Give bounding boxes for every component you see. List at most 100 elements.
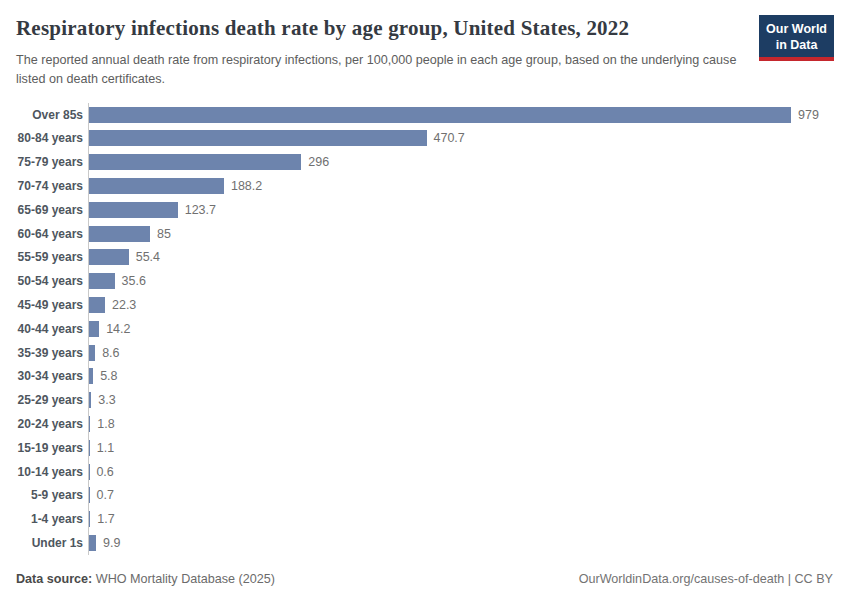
data-source-value: WHO Mortality Database (2025): [96, 572, 275, 586]
bar-area: 123.7: [88, 198, 834, 222]
value-label: 1.7: [97, 512, 114, 526]
bar-row: 35-39 years 8.6: [13, 341, 834, 365]
bar-area: 470.7: [88, 127, 834, 151]
bar-area: 188.2: [88, 174, 834, 198]
value-label: 85: [157, 227, 171, 241]
bar-row: 15-19 years 1.1: [13, 436, 834, 460]
bar-row: 30-34 years 5.8: [13, 365, 834, 389]
bar[interactable]: [89, 130, 427, 146]
bar-row: 50-54 years 35.6: [13, 269, 834, 293]
owid-logo-line1: Our World: [766, 21, 827, 37]
value-label: 3.3: [98, 393, 115, 407]
bar[interactable]: [89, 321, 99, 337]
bar-row: 55-59 years 55.4: [13, 246, 834, 270]
bar-area: 3.3: [88, 388, 834, 412]
bar-row: 70-74 years 188.2: [13, 174, 834, 198]
bar[interactable]: [89, 202, 178, 218]
category-label: 40-44 years: [13, 322, 88, 336]
category-label: 80-84 years: [13, 131, 88, 145]
bar[interactable]: [89, 440, 90, 456]
bar-area: 14.2: [88, 317, 834, 341]
value-label: 35.6: [122, 274, 146, 288]
value-label: 1.1: [97, 441, 114, 455]
bar-area: 5.8: [88, 365, 834, 389]
bar-area: 979: [88, 103, 834, 127]
bar[interactable]: [89, 178, 224, 194]
value-label: 1.8: [97, 417, 114, 431]
bar[interactable]: [89, 226, 150, 242]
category-label: 50-54 years: [13, 274, 88, 288]
bar-area: 0.7: [88, 484, 834, 508]
category-label: 45-49 years: [13, 298, 88, 312]
category-label: 15-19 years: [13, 441, 88, 455]
bar[interactable]: [89, 297, 105, 313]
value-label: 0.7: [97, 488, 114, 502]
value-label: 14.2: [106, 322, 130, 336]
bar[interactable]: [89, 416, 90, 432]
bar[interactable]: [89, 273, 115, 289]
bar[interactable]: [89, 511, 90, 527]
bar-row: 1-4 years 1.7: [13, 507, 834, 531]
value-label: 188.2: [231, 179, 262, 193]
header-text: Respiratory infections death rate by age…: [13, 14, 747, 89]
data-source: Data source: WHO Mortality Database (202…: [16, 572, 275, 586]
category-label: 35-39 years: [13, 346, 88, 360]
value-label: 296: [308, 155, 329, 169]
bar-area: 85: [88, 222, 834, 246]
category-label: 70-74 years: [13, 179, 88, 193]
category-label: 1-4 years: [13, 512, 88, 526]
bar-row: 10-14 years 0.6: [13, 460, 834, 484]
bar-row: 5-9 years 0.7: [13, 484, 834, 508]
bar-row: Over 85s 979: [13, 103, 834, 127]
bar[interactable]: [89, 487, 90, 503]
category-label: Over 85s: [13, 108, 88, 122]
bar-row: 80-84 years 470.7: [13, 127, 834, 151]
bar[interactable]: [89, 535, 96, 551]
bar[interactable]: [89, 154, 301, 170]
owid-logo: Our World in Data: [759, 15, 834, 61]
value-label: 8.6: [102, 346, 119, 360]
category-label: Under 1s: [13, 536, 88, 550]
bar-area: 22.3: [88, 293, 834, 317]
bar-row: 45-49 years 22.3: [13, 293, 834, 317]
category-label: 60-64 years: [13, 227, 88, 241]
category-label: 55-59 years: [13, 250, 88, 264]
category-label: 5-9 years: [13, 488, 88, 502]
value-label: 55.4: [136, 250, 160, 264]
value-label: 123.7: [185, 203, 216, 217]
data-source-label: Data source:: [16, 572, 92, 586]
value-label: 22.3: [112, 298, 136, 312]
bar-chart: Over 85s 979 80-84 years 470.7 75-79 years 29…: [13, 103, 834, 555]
chart-card: Respiratory infections death rate by age…: [0, 0, 850, 600]
chart-title: Respiratory infections death rate by age…: [16, 16, 747, 41]
category-label: 75-79 years: [13, 155, 88, 169]
value-label: 470.7: [434, 131, 465, 145]
bar-row: 25-29 years3.3: [13, 388, 834, 412]
bar[interactable]: [89, 345, 95, 361]
value-label: 0.6: [96, 465, 113, 479]
bar-area: 8.6: [88, 341, 834, 365]
value-label: 5.8: [100, 369, 117, 383]
bar-area: 9.9: [88, 531, 834, 555]
bar-row: Under 1s 9.9: [13, 531, 834, 555]
bar-area: 1.8: [88, 412, 834, 436]
footer: Data source: WHO Mortality Database (202…: [13, 572, 834, 588]
bar[interactable]: [89, 107, 791, 123]
category-label: 65-69 years: [13, 203, 88, 217]
bar-area: 0.6: [88, 460, 834, 484]
owid-logo-line2: in Data: [766, 37, 827, 53]
bar-row: 20-24 years 1.8: [13, 412, 834, 436]
category-label: 10-14 years: [13, 465, 88, 479]
bar[interactable]: [89, 392, 91, 408]
bar[interactable]: [89, 249, 129, 265]
bar[interactable]: [89, 368, 93, 384]
attribution: OurWorldinData.org/causes-of-death | CC …: [579, 572, 833, 586]
bar-row: 75-79 years 296: [13, 150, 834, 174]
header: Respiratory infections death rate by age…: [13, 14, 834, 89]
category-label: 30-34 years: [13, 369, 88, 383]
category-label: 20-24 years: [13, 417, 88, 431]
value-label: 979: [798, 108, 819, 122]
bar-area: 296: [88, 150, 834, 174]
value-label: 9.9: [103, 536, 120, 550]
bar-row: 60-64 years 85: [13, 222, 834, 246]
